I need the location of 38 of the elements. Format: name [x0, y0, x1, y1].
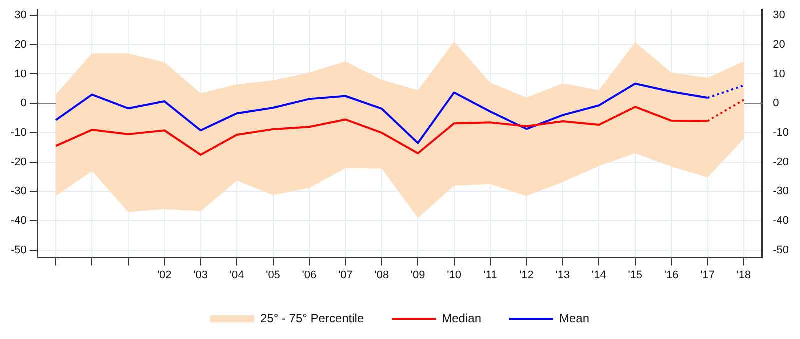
x-tick-label: '12 [520, 269, 534, 282]
x-tick-label: '05 [266, 269, 280, 282]
y-tick-label: 10 [14, 68, 27, 80]
x-tick-label: '15 [628, 269, 643, 282]
x-tick-label: '02 [157, 269, 172, 282]
y-tick-label: -10 [10, 126, 27, 139]
x-tick-label: '08 [374, 269, 390, 282]
y2-tick-label: -40 [773, 215, 790, 228]
y2-tick-label: -20 [773, 156, 790, 168]
y2-tick-label: -50 [773, 244, 790, 256]
y2-tick-label: 30 [773, 10, 786, 22]
legend-label: Mean [559, 311, 590, 326]
x-tick-label: '07 [338, 269, 353, 282]
x-tick-label: '09 [410, 269, 426, 282]
x-tick-label: '11 [484, 269, 498, 282]
x-tick-label: '06 [302, 269, 317, 282]
x-tick-label: '17 [700, 269, 715, 282]
x-tick-label: '10 [447, 269, 462, 282]
legend-label: Median [442, 311, 482, 326]
y-tick-label: -20 [10, 156, 27, 168]
y-tick-label: -40 [10, 215, 27, 228]
y-tick-label: -30 [10, 186, 27, 198]
y-tick-label: 0 [20, 98, 27, 110]
x-tick-label: '04 [230, 269, 244, 282]
y2-tick-label: 0 [773, 98, 780, 110]
y-tick-label: 30 [14, 10, 27, 22]
x-tick-label: '03 [194, 269, 208, 282]
y2-tick-label: -10 [773, 126, 790, 139]
y2-tick-label: 10 [773, 68, 786, 80]
y-tick-label: -50 [10, 244, 27, 256]
y2-tick-label: 20 [773, 38, 786, 51]
x-tick-label: '18 [736, 269, 752, 282]
x-tick-label: '13 [556, 269, 570, 282]
x-tick-label: '16 [664, 269, 679, 282]
y2-tick-label: -30 [773, 186, 790, 198]
y-tick-label: 20 [14, 38, 27, 51]
legend-label: 25° - 75° Percentile [260, 311, 364, 326]
x-tick-label: '14 [592, 269, 606, 282]
